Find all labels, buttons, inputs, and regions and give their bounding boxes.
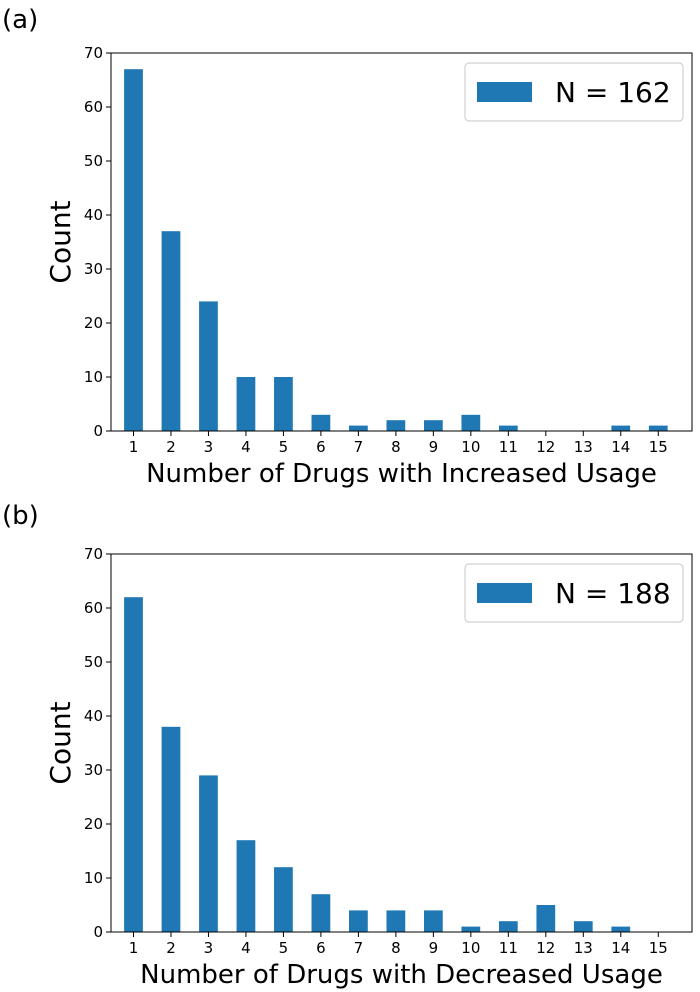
bar-6: [311, 894, 331, 932]
axes-frame: [110, 553, 693, 933]
x-tick-label: 9: [429, 939, 439, 957]
bar-5: [274, 867, 293, 932]
y-axis-label: Count: [44, 200, 77, 283]
x-axis-label: Number of Drugs with Decreased Usage: [140, 960, 663, 990]
y-tick-label: 40: [84, 206, 103, 224]
y-tick-label: 30: [84, 761, 103, 779]
y-tick-label: 0: [93, 422, 103, 440]
bar-2: [161, 726, 181, 932]
bar-9: [423, 420, 443, 431]
x-tick-label: 6: [316, 939, 326, 957]
x-tick-label: 11: [499, 438, 518, 456]
y-tick-label: 50: [84, 152, 103, 170]
x-tick-label: 10: [461, 939, 480, 957]
bar-14: [611, 926, 631, 932]
x-tick-label: 11: [499, 939, 518, 957]
bar-9: [423, 910, 443, 932]
bar-3: [199, 301, 218, 431]
panel-label: (a): [2, 5, 38, 35]
y-tick-label: 40: [84, 707, 103, 725]
bar-4: [236, 840, 256, 932]
bar-7: [349, 910, 368, 932]
y-tick-label: 20: [84, 815, 103, 833]
x-axis-label: Number of Drugs with Increased Usage: [146, 459, 657, 489]
bar-7: [349, 425, 368, 431]
x-tick-label: 9: [429, 438, 439, 456]
x-tick-label: 13: [574, 939, 593, 957]
bar-1: [124, 69, 143, 431]
bar-10: [461, 414, 481, 431]
x-tick-label: 12: [536, 939, 555, 957]
x-tick-label: 15: [649, 939, 668, 957]
y-axis-label: Count: [44, 701, 77, 784]
y-tick-label: 60: [84, 599, 103, 617]
y-tick-label: 50: [84, 653, 103, 671]
bar-8: [386, 910, 406, 932]
x-tick-label: 8: [391, 438, 401, 456]
legend-label: N = 188: [555, 577, 671, 610]
panel-label: (b): [2, 501, 39, 531]
x-tick-label: 15: [649, 438, 668, 456]
bar-5: [274, 377, 293, 431]
y-tick-label: 0: [93, 923, 103, 941]
bar-14: [611, 425, 631, 431]
x-tick-label: 4: [241, 939, 251, 957]
x-tick-label: 4: [241, 438, 251, 456]
x-tick-label: 2: [166, 939, 176, 957]
x-tick-label: 7: [354, 939, 364, 957]
x-tick-label: 3: [204, 438, 214, 456]
bar-6: [311, 414, 331, 431]
axes-frame: [110, 52, 693, 432]
y-tick-label: 70: [84, 545, 103, 563]
x-tick-label: 5: [279, 939, 289, 957]
bar-1: [124, 597, 143, 932]
x-tick-label: 14: [611, 939, 630, 957]
bar-11: [498, 921, 518, 932]
y-tick-label: 10: [84, 368, 103, 386]
y-tick-label: 10: [84, 869, 103, 887]
bar-4: [236, 377, 256, 431]
x-tick-label: 1: [129, 438, 139, 456]
x-tick-label: 5: [279, 438, 289, 456]
x-tick-label: 14: [611, 438, 630, 456]
bar-10: [461, 926, 481, 932]
x-tick-label: 12: [536, 438, 555, 456]
x-tick-label: 3: [204, 939, 214, 957]
bar-3: [199, 775, 218, 932]
legend-box: [464, 563, 684, 623]
x-tick-label: 1: [129, 939, 139, 957]
y-tick-label: 60: [84, 98, 103, 116]
legend-swatch: [477, 583, 532, 603]
x-tick-label: 2: [166, 438, 176, 456]
x-tick-label: 7: [354, 438, 364, 456]
x-tick-label: 13: [574, 438, 593, 456]
x-tick-label: 8: [391, 939, 401, 957]
legend-label: N = 162: [555, 76, 671, 109]
legend-box: [464, 62, 684, 122]
bar-8: [386, 420, 406, 431]
bar-2: [161, 231, 181, 431]
x-tick-label: 10: [461, 438, 480, 456]
y-tick-label: 20: [84, 314, 103, 332]
x-tick-label: 6: [316, 438, 326, 456]
bar-13: [573, 921, 593, 932]
y-tick-label: 30: [84, 260, 103, 278]
bar-12: [536, 905, 556, 932]
y-tick-label: 70: [84, 44, 103, 62]
bar-11: [498, 425, 518, 431]
bar-15: [648, 425, 668, 431]
legend-swatch: [477, 82, 532, 102]
